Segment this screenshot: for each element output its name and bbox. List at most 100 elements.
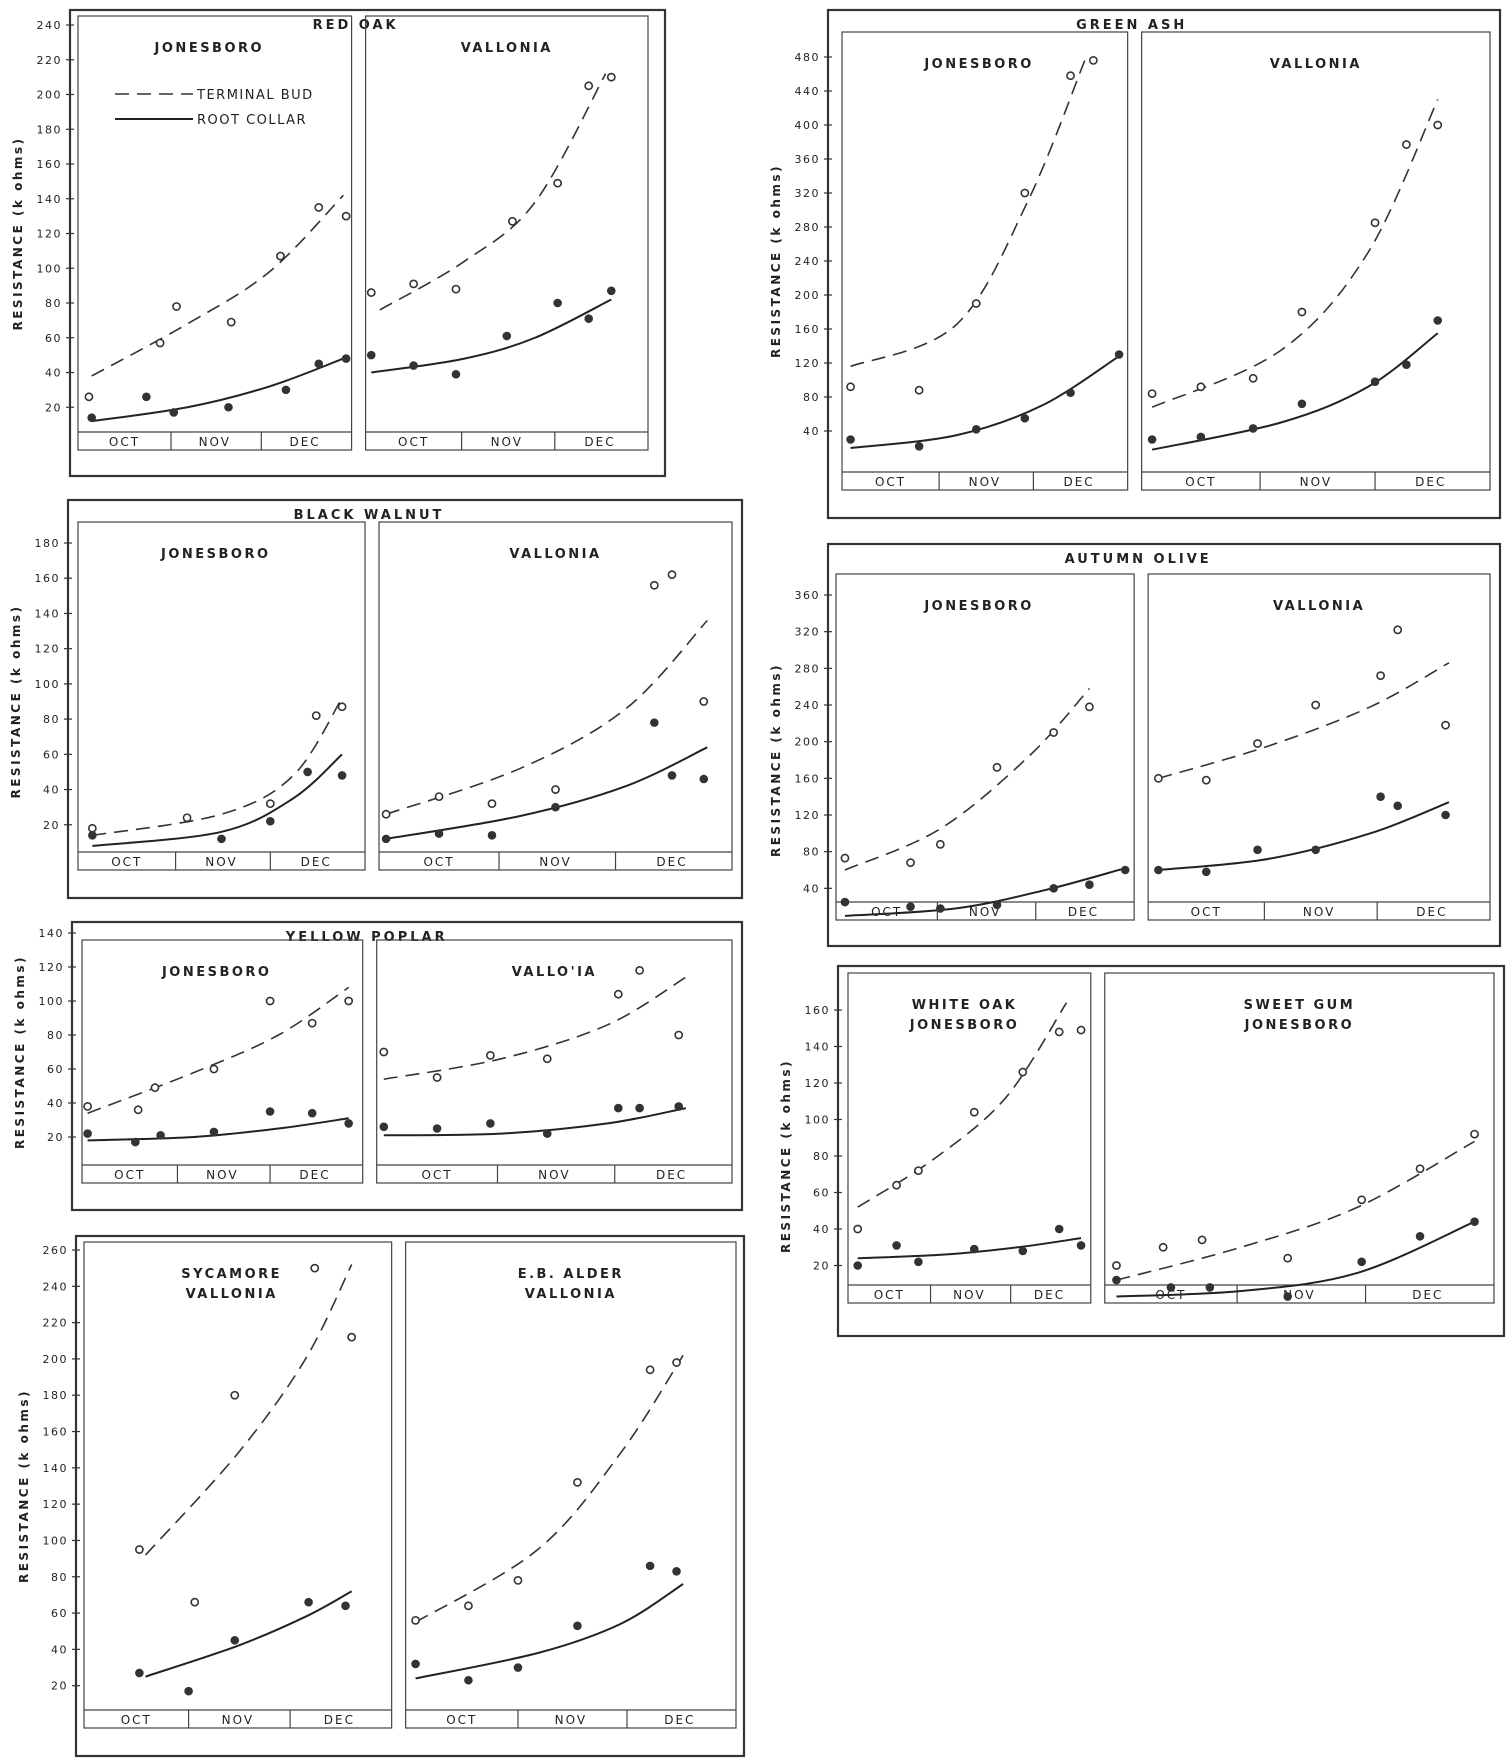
root-collar-point: [1049, 884, 1058, 893]
terminal-bud-point: [379, 1047, 389, 1057]
month-label-nov: NOV: [222, 1713, 254, 1727]
y-tick-label: 140: [39, 927, 65, 940]
figure-red-oak: 20 40 60 80 100 120 140 160 180 200 220 240 RESISTAN…: [11, 8, 667, 478]
root-collar-point: [1376, 792, 1385, 801]
month-label-dec: DEC: [656, 1168, 687, 1182]
month-label-nov: NOV: [555, 1713, 587, 1727]
figure-title: BLACK WALNUT: [294, 508, 445, 523]
terminal-bud-point: [649, 580, 659, 590]
terminal-bud-point: [1283, 1253, 1293, 1263]
y-tick-label: 160: [805, 1004, 831, 1017]
root-collar-point: [265, 1107, 275, 1116]
panel-label: WHITE OAK: [912, 998, 1018, 1013]
y-tick-label: 220: [37, 54, 63, 67]
terminal-bud-point: [485, 1051, 495, 1060]
y-axis: 20 40 60 80 100 120 140 160 180 200 220 240 RESISTAN…: [11, 19, 74, 414]
y-tick-label: 120: [35, 643, 61, 656]
root-collar-point: [1433, 316, 1443, 325]
y-tick-label: 240: [795, 255, 821, 268]
terminal-bud-point: [310, 1263, 320, 1273]
root-collar-point: [314, 359, 324, 369]
root-collar-point: [992, 900, 1002, 910]
panel-frame: [364, 15, 649, 451]
terminal-bud-point: [551, 785, 560, 794]
root-collar-point: [341, 354, 351, 363]
y-tick-label: 60: [813, 1187, 830, 1200]
terminal-bud-point: [134, 1545, 144, 1554]
month-label-dec: DEC: [1068, 905, 1099, 919]
root-collar-point: [142, 392, 151, 402]
y-axis: 20 40 60 80 100 120 140 RESISTANCE (k ohms): [13, 927, 76, 1149]
panel-label: JONESBORO: [1244, 1018, 1355, 1033]
y-tick-label: 20: [51, 1680, 68, 1693]
root-collar-point: [1201, 867, 1211, 877]
root-collar-point: [434, 829, 444, 838]
root-collar-point: [1470, 1217, 1479, 1226]
legend-root-collar-label: ROOT COLLAR: [197, 113, 307, 128]
terminal-bud-point: [265, 996, 275, 1006]
root-collar-point: [674, 1102, 684, 1111]
root-collar-point: [584, 314, 593, 323]
root-collar-point: [409, 361, 418, 370]
terminal-bud-point: [1297, 307, 1307, 317]
month-label-dec: DEC: [1063, 475, 1094, 489]
month-label-oct: OCT: [111, 855, 142, 869]
root-collar-point: [1311, 845, 1320, 855]
panel-frame: [405, 1241, 737, 1729]
root-collar-point: [87, 413, 96, 422]
y-tick-label: 120: [37, 228, 63, 241]
terminal-bud-point: [667, 570, 677, 580]
figure-frame: [66, 498, 744, 900]
month-label-nov: NOV: [205, 855, 237, 869]
month-label-dec: DEC: [1416, 905, 1447, 919]
terminal-bud-point: [347, 1332, 357, 1342]
y-tick-label: 100: [35, 678, 61, 691]
y-tick-label: 200: [37, 89, 63, 102]
root-collar-point: [1020, 413, 1030, 423]
terminal-bud-point: [1311, 700, 1321, 710]
terminal-bud-point: [935, 839, 945, 849]
terminal-bud-curve: [844, 687, 1091, 871]
terminal-bud-point: [381, 809, 391, 819]
y-axis: 20 40 60 80 100 120 140 160 RESISTANCE (k ohms): [779, 1004, 842, 1273]
root-collar-point: [304, 1597, 313, 1607]
root-collar-point: [1205, 1283, 1215, 1292]
terminal-bud-curve: [385, 619, 708, 815]
root-collar-point: [131, 1137, 140, 1147]
terminal-bud-point: [672, 1358, 681, 1367]
panel-label: JONESBORO: [923, 599, 1034, 614]
terminal-bud-point: [464, 1601, 473, 1611]
terminal-bud-point: [1197, 1235, 1207, 1245]
panel-label: JONESBORO: [154, 41, 265, 56]
terminal-bud-point: [84, 392, 94, 402]
y-tick-label: 160: [43, 1426, 69, 1439]
root-collar-point: [486, 1119, 495, 1128]
y-tick-label: 80: [803, 391, 820, 404]
terminal-bud-point: [83, 1102, 93, 1111]
y-tick-label: 80: [803, 846, 820, 859]
root-collar-point: [840, 897, 850, 907]
root-collar-curve: [415, 1583, 684, 1680]
panel-frame: [1141, 31, 1491, 491]
terminal-bud-point: [150, 1083, 160, 1093]
y-tick-label: 200: [43, 1353, 69, 1366]
root-collar-point: [1196, 432, 1206, 442]
root-collar-point: [366, 350, 376, 360]
terminal-bud-curve: [383, 976, 687, 1080]
terminal-bud-point: [87, 823, 97, 833]
root-collar-point: [1147, 435, 1157, 444]
terminal-bud-point: [1154, 773, 1163, 783]
terminal-bud-curve: [415, 1354, 684, 1623]
terminal-bud-point: [226, 317, 236, 327]
panel-label: VALLONIA: [509, 547, 601, 562]
figure-frame: [836, 964, 1506, 1338]
terminal-bud-point: [892, 1180, 901, 1190]
terminal-bud-point: [1066, 71, 1075, 81]
y-tick-label: 160: [37, 158, 63, 171]
root-collar-curve: [857, 1237, 1082, 1260]
terminal-bud-point: [311, 711, 321, 720]
terminal-bud-point: [314, 203, 324, 212]
month-label-dec: DEC: [1034, 1288, 1065, 1302]
